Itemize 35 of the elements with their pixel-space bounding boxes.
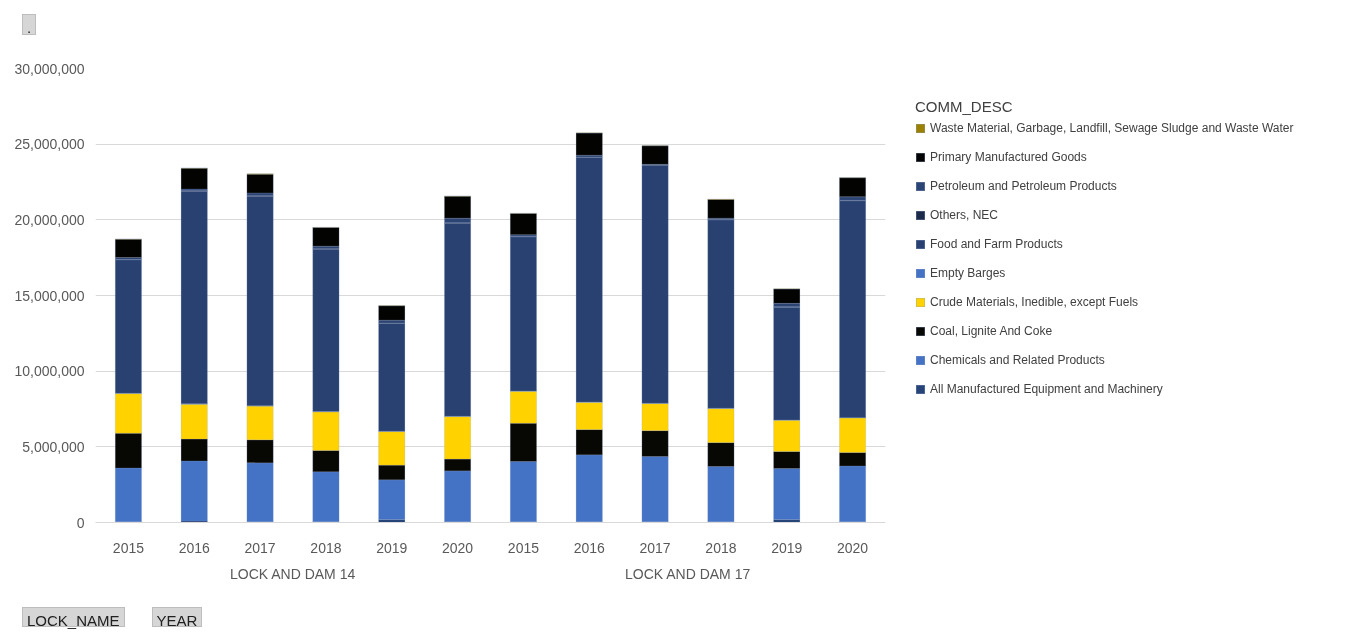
- legend-label: Primary Manufactured Goods: [930, 149, 1087, 165]
- y-tick-label: 5,000,000: [22, 438, 85, 455]
- text: YEAR: [156, 611, 198, 631]
- y-tick-label: 0: [76, 514, 85, 531]
- y-tick-label: 25,000,000: [14, 136, 85, 153]
- x-tick-label: 2016: [178, 539, 211, 556]
- y-tick-label: 20,000,000: [14, 211, 85, 228]
- legend-label: Waste Material, Garbage, Landfill, Sewage Sludge and Waste Water: [930, 120, 1294, 136]
- text: .: [27, 18, 32, 38]
- x-tick-label: 2018: [705, 539, 737, 556]
- x-tick-label: 2016: [573, 539, 606, 556]
- y-tick-label: 30,000,000: [14, 60, 85, 77]
- x-tick-label: 2020: [442, 539, 474, 556]
- legend-label: Others, NEC: [930, 207, 999, 223]
- x-tick-label: 2015: [112, 539, 145, 556]
- legend-label: All Manufactured Equipment and Machinery: [930, 381, 1163, 397]
- legend-title: COMM_DESC: [915, 98, 1014, 115]
- x-tick-label: 2018: [310, 539, 342, 556]
- legend-label: Crude Materials, Inedible, except Fuels: [930, 294, 1139, 310]
- x-tick-label: 2017: [639, 539, 671, 556]
- text: LOCK AND DAM 17: [624, 565, 751, 582]
- x-tick-label: 2017: [244, 539, 276, 556]
- text: LOCK AND DAM 14: [229, 565, 356, 582]
- legend-label: Food and Farm Products: [930, 236, 1063, 252]
- x-tick-label: 2019: [376, 539, 408, 556]
- y-tick-label: 15,000,000: [14, 287, 85, 304]
- y-tick-label: 10,000,000: [14, 363, 85, 380]
- legend-label: Coal, Lignite And Coke: [930, 323, 1053, 339]
- x-tick-label: 2019: [771, 539, 803, 556]
- x-tick-label: 2020: [837, 539, 869, 556]
- legend-label: Petroleum and Petroleum Products: [930, 178, 1117, 194]
- x-tick-label: 2015: [507, 539, 540, 556]
- legend-label: Empty Barges: [930, 265, 1006, 281]
- text: LOCK_NAME: [27, 611, 120, 631]
- legend-label: Chemicals and Related Products: [930, 352, 1105, 368]
